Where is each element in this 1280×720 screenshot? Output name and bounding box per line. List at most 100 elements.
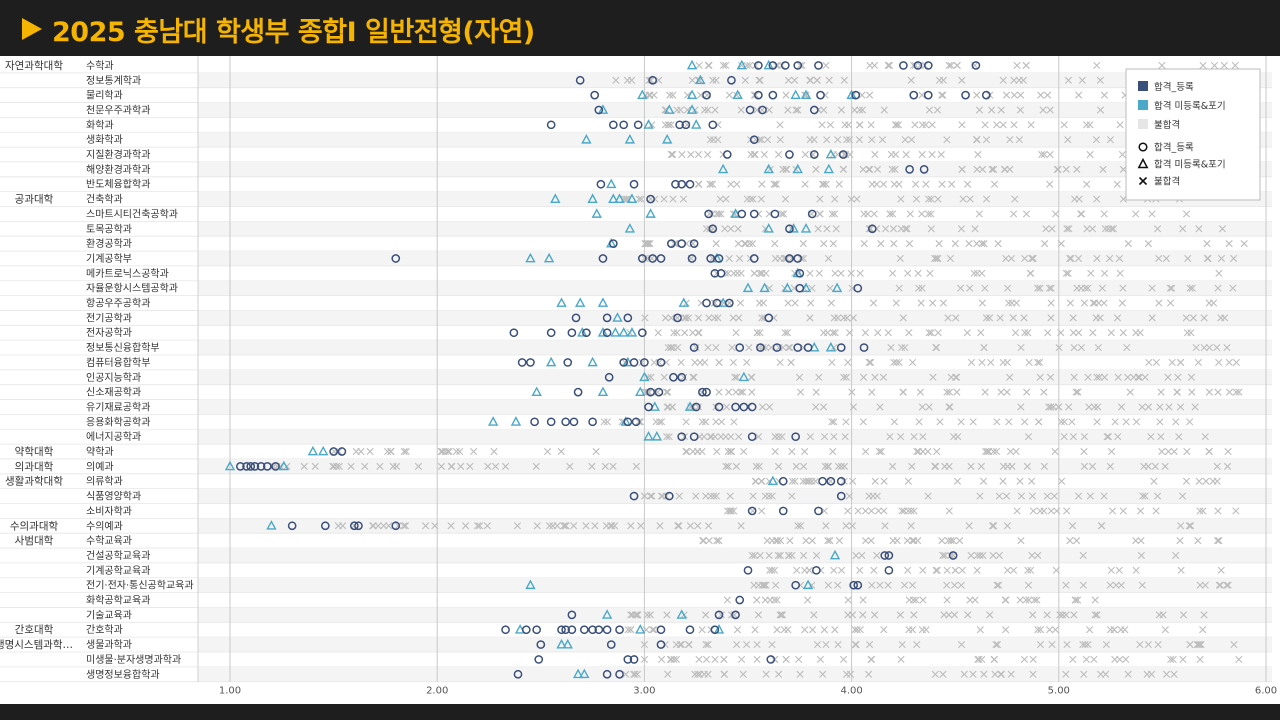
rejected-marker bbox=[1101, 225, 1109, 233]
rejected-marker bbox=[675, 492, 683, 500]
rejected-marker bbox=[898, 507, 906, 515]
rejected-marker bbox=[781, 329, 789, 337]
row-band bbox=[198, 310, 1272, 326]
rejected-marker bbox=[784, 76, 793, 84]
rejected-marker bbox=[723, 596, 732, 604]
rejected-marker bbox=[1021, 254, 1029, 263]
registered-marker bbox=[569, 417, 579, 427]
rejected-marker bbox=[1047, 284, 1055, 292]
rejected-marker bbox=[1148, 210, 1156, 218]
rejected-marker bbox=[1090, 403, 1098, 411]
rejected-marker bbox=[1055, 343, 1063, 352]
rejected-marker bbox=[602, 522, 611, 530]
rejected-marker bbox=[1001, 165, 1009, 173]
rejected-marker bbox=[716, 195, 724, 203]
rejected-marker bbox=[1015, 76, 1023, 84]
rejected-marker bbox=[611, 522, 619, 530]
rejected-marker bbox=[1154, 640, 1162, 649]
rejected-marker bbox=[904, 269, 912, 277]
rejected-marker bbox=[840, 373, 848, 381]
rejected-marker bbox=[800, 551, 808, 560]
rejected-marker bbox=[800, 462, 808, 470]
x-tick-label: 4.00 bbox=[840, 686, 862, 697]
rejected-marker bbox=[752, 91, 760, 99]
registered-marker bbox=[648, 75, 658, 85]
registered-marker bbox=[691, 402, 701, 412]
category-label: 물리학과 bbox=[86, 90, 123, 102]
rejected-marker bbox=[566, 462, 574, 470]
rejected-marker bbox=[1080, 433, 1089, 441]
unregistered-marker bbox=[487, 416, 499, 426]
rejected-marker bbox=[935, 240, 943, 248]
rejected-marker bbox=[849, 314, 857, 322]
registered-marker bbox=[329, 447, 338, 456]
rejected-marker bbox=[452, 447, 460, 456]
rejected-marker bbox=[1141, 492, 1149, 500]
legend-swatch-label: 합격 미등록&포기 bbox=[1154, 100, 1226, 112]
unregistered-marker bbox=[763, 59, 774, 70]
rejected-marker bbox=[1141, 373, 1149, 381]
rejected-marker bbox=[722, 462, 730, 470]
rejected-marker bbox=[709, 136, 718, 144]
category-label: 컴퓨터융합학부 bbox=[86, 357, 150, 369]
registered-marker bbox=[745, 105, 755, 115]
rejected-marker bbox=[859, 418, 867, 426]
row-band bbox=[198, 429, 1272, 445]
college-label: 사범대학 bbox=[15, 535, 54, 547]
rejected-marker bbox=[647, 373, 655, 381]
rejected-marker bbox=[1194, 358, 1202, 367]
rejected-marker bbox=[665, 433, 673, 441]
category-label: 응용화학공학과 bbox=[86, 416, 150, 428]
unregistered-marker bbox=[597, 386, 609, 397]
rejected-marker bbox=[884, 329, 892, 337]
registered-marker bbox=[710, 268, 720, 278]
rejected-marker bbox=[813, 76, 821, 84]
rejected-marker bbox=[834, 136, 842, 144]
rejected-marker bbox=[1136, 640, 1144, 649]
rejected-marker bbox=[752, 61, 760, 70]
rejected-marker bbox=[753, 329, 761, 337]
registered-marker bbox=[791, 432, 801, 442]
rejected-marker bbox=[1218, 225, 1227, 233]
rejected-marker bbox=[894, 121, 903, 129]
rejected-marker bbox=[953, 388, 961, 396]
rejected-marker bbox=[1100, 299, 1108, 307]
row-band bbox=[198, 518, 1272, 534]
rejected-marker bbox=[692, 492, 700, 500]
rejected-marker bbox=[1124, 670, 1132, 678]
unregistered-marker bbox=[525, 579, 536, 590]
rejected-marker bbox=[840, 462, 849, 470]
registered-marker bbox=[349, 521, 359, 531]
rejected-marker bbox=[822, 180, 830, 188]
rejected-marker bbox=[1194, 640, 1203, 649]
rejected-marker bbox=[719, 61, 728, 70]
rejected-marker bbox=[1084, 284, 1092, 292]
registered-marker bbox=[685, 179, 695, 189]
rejected-marker bbox=[826, 121, 835, 129]
rejected-marker bbox=[820, 106, 828, 114]
rejected-marker bbox=[1075, 195, 1083, 203]
rejected-marker bbox=[811, 477, 820, 485]
rejected-marker bbox=[733, 269, 742, 277]
rejected-marker bbox=[664, 403, 672, 411]
unregistered-marker bbox=[825, 341, 837, 352]
rejected-marker bbox=[1196, 581, 1204, 589]
rejected-marker bbox=[880, 106, 888, 114]
rejected-marker bbox=[772, 180, 781, 188]
rejected-marker bbox=[889, 210, 897, 218]
rejected-marker bbox=[1204, 254, 1212, 263]
rejected-marker bbox=[723, 403, 731, 411]
rejected-marker bbox=[646, 611, 654, 619]
rejected-marker bbox=[729, 358, 738, 367]
rejected-marker bbox=[963, 180, 972, 188]
rejected-marker bbox=[877, 240, 885, 248]
registered-marker bbox=[664, 491, 674, 501]
registered-marker bbox=[803, 343, 813, 352]
rejected-marker bbox=[914, 269, 922, 277]
rejected-marker bbox=[736, 299, 745, 307]
rejected-marker bbox=[1043, 492, 1051, 500]
rejected-marker bbox=[637, 195, 645, 203]
rejected-marker bbox=[818, 121, 826, 129]
rejected-marker bbox=[1036, 358, 1044, 367]
rejected-marker bbox=[447, 522, 455, 530]
